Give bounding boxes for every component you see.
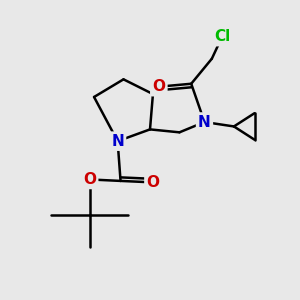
Text: O: O [83, 172, 96, 187]
Text: O: O [152, 79, 165, 94]
Text: O: O [146, 175, 159, 190]
Text: Cl: Cl [214, 29, 230, 44]
Text: N: N [198, 115, 211, 130]
Text: N: N [111, 134, 124, 149]
